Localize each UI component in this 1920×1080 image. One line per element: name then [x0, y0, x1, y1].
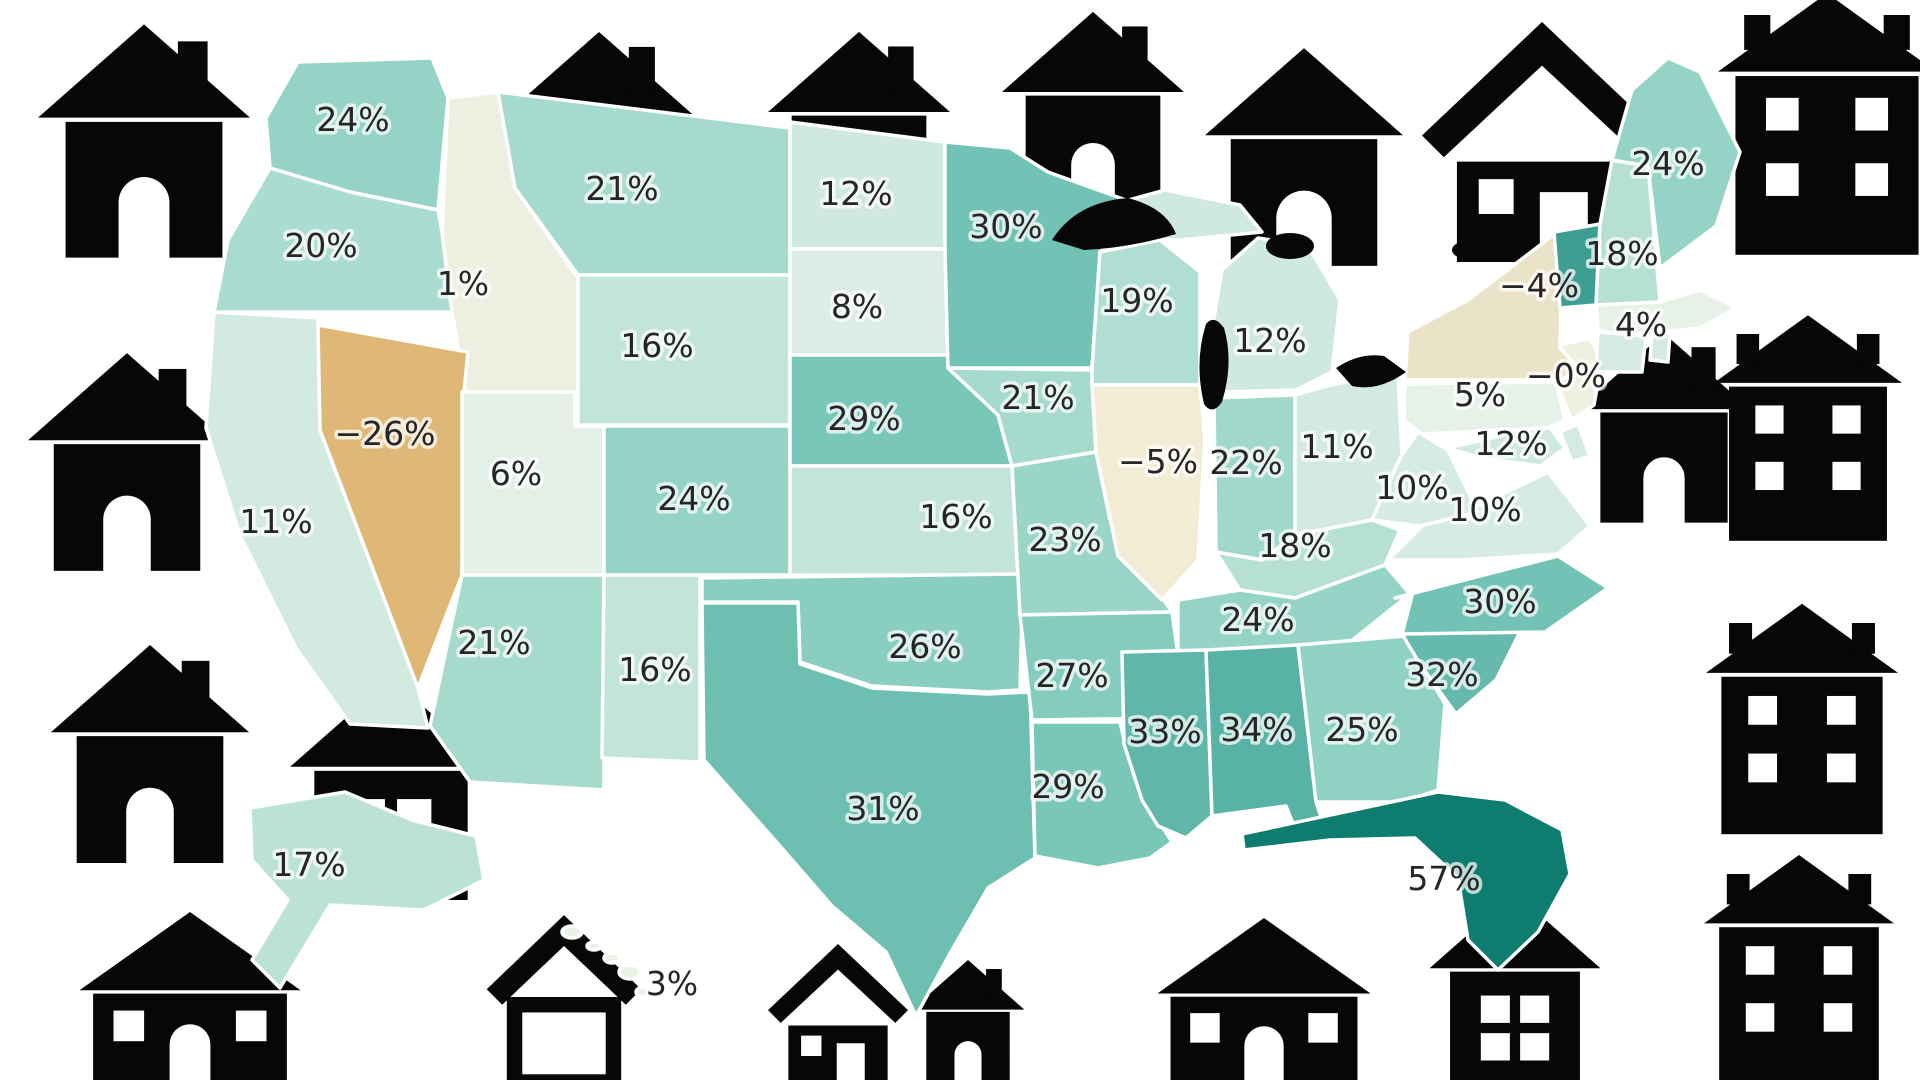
- state-value-labels: 24% 20% 11% 1% −26% 6% 21% 16% 21% 16% 24% 12% 8% 29%…: [236, 97, 1708, 1007]
- state-TX: [700, 601, 1037, 1018]
- state-AZ: [428, 573, 606, 792]
- house-icon: [28, 353, 226, 571]
- choropleth-states: [204, 56, 1742, 1018]
- state-label-KS: 16%: [919, 497, 992, 536]
- state-label-NJ: −0%: [1526, 356, 1606, 395]
- state-label-NM: 16%: [618, 650, 691, 689]
- state-label-MO: 23%: [1028, 520, 1101, 559]
- state-label-PA: 5%: [1454, 375, 1506, 414]
- house-icon: [768, 944, 908, 1080]
- great-lakes-silhouettes: [1052, 198, 1492, 410]
- state-NC: [1393, 554, 1610, 636]
- state-PA: [1402, 380, 1567, 436]
- state-label-LA: 29%: [1031, 767, 1104, 806]
- house-icon: [1714, 315, 1902, 541]
- state-FL: [1240, 790, 1572, 972]
- state-NH: [1594, 158, 1662, 307]
- house-icon: [50, 645, 250, 863]
- state-label-VA: 10%: [1448, 490, 1521, 529]
- state-label-HI: 3%: [646, 964, 698, 1003]
- lake-silhouette-erie: [1336, 355, 1406, 388]
- state-WV: [1370, 430, 1480, 528]
- state-AK: [248, 790, 486, 990]
- state-label-CO: 24%: [657, 479, 730, 518]
- state-label-WY: 16%: [620, 326, 693, 365]
- state-label-SC: 32%: [1405, 655, 1478, 694]
- state-label-AR: 27%: [1035, 656, 1108, 695]
- state-IL: [1090, 383, 1207, 602]
- lake-silhouette-superior: [1052, 198, 1176, 250]
- lake-silhouette-huron: [1266, 233, 1314, 259]
- house-icon: [487, 915, 642, 1080]
- state-CT: [1594, 330, 1648, 374]
- lake-silhouette-michigan: [1199, 319, 1229, 410]
- state-HI: [585, 940, 603, 952]
- state-label-UT: 6%: [490, 454, 542, 493]
- state-label-IN: 22%: [1209, 443, 1282, 482]
- state-label-ME: 24%: [1631, 144, 1704, 183]
- state-label-OR: 20%: [284, 226, 357, 265]
- state-label-WV: 10%: [1375, 468, 1448, 507]
- state-label-IA: 21%: [1001, 378, 1074, 417]
- state-label-AZ: 21%: [457, 623, 530, 662]
- state-label-NC: 30%: [1463, 582, 1536, 621]
- state-label-NE: 29%: [827, 399, 900, 438]
- state-ME: [1610, 56, 1742, 270]
- state-label-NH: 18%: [1585, 234, 1658, 273]
- state-label-MA: 4%: [1615, 305, 1667, 344]
- state-label-OK: 26%: [888, 627, 961, 666]
- state-RI: [1648, 330, 1672, 364]
- state-label-SD: 8%: [831, 287, 883, 326]
- state-label-WA: 24%: [316, 100, 389, 139]
- state-HI: [617, 963, 643, 981]
- state-label-ND: 12%: [819, 174, 892, 213]
- state-label-MN: 30%: [969, 207, 1042, 246]
- state-label-TN: 24%: [1221, 600, 1294, 639]
- house-icon: [1718, 0, 1920, 255]
- state-label-KY: 18%: [1258, 526, 1331, 565]
- state-label-CA: 11%: [239, 502, 312, 541]
- state-label-GA: 25%: [1325, 710, 1398, 749]
- state-HI: [560, 924, 584, 940]
- state-label-AK: 17%: [272, 845, 345, 884]
- state-label-NV: −26%: [335, 414, 436, 453]
- state-MI: [1210, 236, 1342, 394]
- state-label-FL: 57%: [1407, 859, 1480, 898]
- state-label-WI: 19%: [1100, 281, 1173, 320]
- house-icon: [38, 24, 250, 258]
- state-label-NY: −4%: [1499, 266, 1579, 305]
- house-icon: [1704, 855, 1894, 1080]
- state-label-AL: 34%: [1220, 710, 1293, 749]
- state-label-ID: 1%: [437, 264, 489, 303]
- state-HI: [602, 951, 622, 965]
- state-label-MS: 33%: [1128, 712, 1201, 751]
- state-label-OH: 11%: [1300, 427, 1373, 466]
- state-label-MT: 21%: [585, 169, 658, 208]
- state-label-IL: −5%: [1118, 442, 1198, 481]
- state-DE: [1558, 422, 1592, 464]
- state-label-TX: 31%: [846, 789, 919, 828]
- house-icon: [1157, 918, 1371, 1080]
- lake-silhouette-ontario: [1452, 240, 1492, 260]
- house-icon: [1706, 603, 1898, 835]
- state-HI: [634, 985, 654, 999]
- state-label-MI: 12%: [1233, 321, 1306, 360]
- state-label-MD: 12%: [1474, 424, 1547, 463]
